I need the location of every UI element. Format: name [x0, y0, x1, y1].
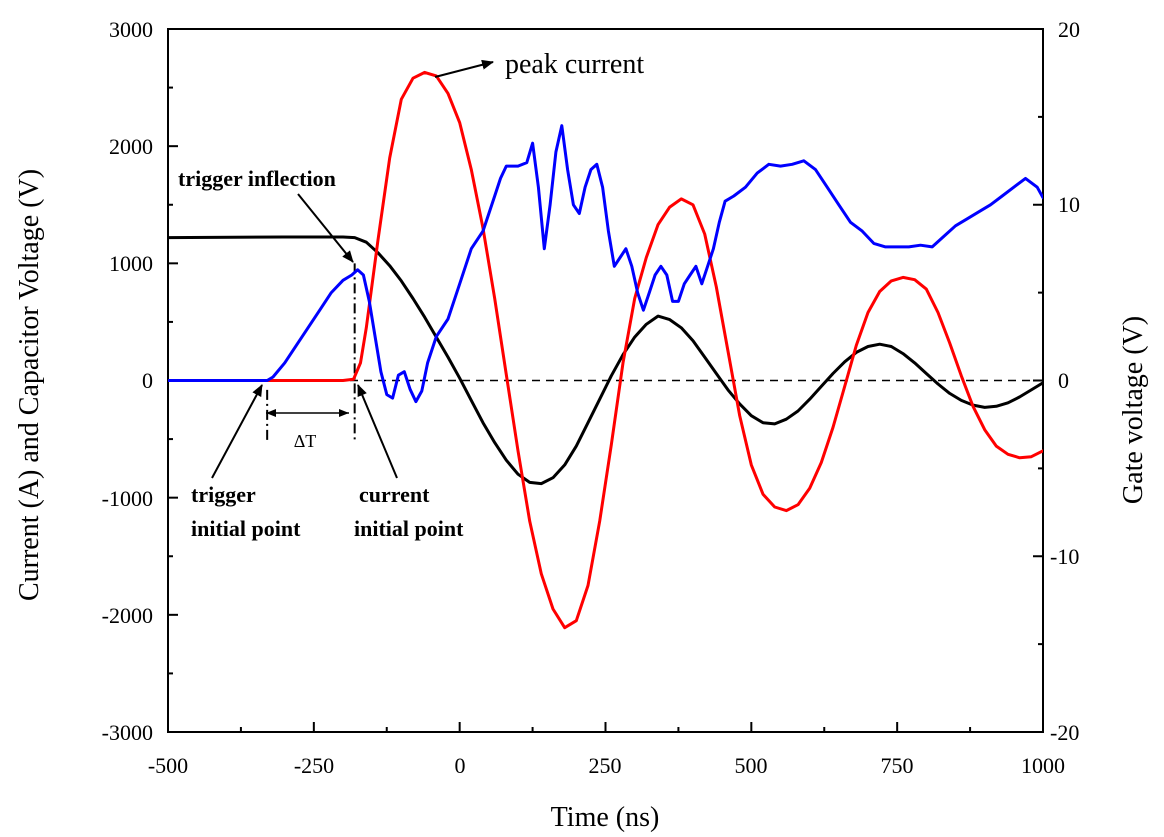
y-left-tick-label: 0	[142, 368, 153, 393]
x-axis-title: Time (ns)	[551, 802, 660, 833]
delta-t-label: ΔT	[294, 431, 317, 451]
x-tick-label: 250	[589, 753, 622, 778]
trigger-label-line2: initial point	[191, 516, 301, 541]
y-right-tick-labels: -20 -10 0 10 20	[1050, 17, 1080, 745]
x-tick-label: -500	[148, 753, 188, 778]
annotations: peak current trigger inflection trigger …	[178, 49, 644, 541]
y-left-tick-label: -2000	[102, 603, 153, 628]
y-left-tick-label: -3000	[102, 720, 153, 745]
y-left-tick-label: -1000	[102, 486, 153, 511]
peak-current-label: peak current	[505, 49, 644, 80]
current-line	[168, 70, 1043, 630]
y-left-tick-label: 3000	[109, 17, 153, 42]
trigger-initial-arrow	[211, 384, 263, 479]
x-tick-label: 0	[455, 753, 466, 778]
current-initial-arrow	[357, 384, 398, 479]
current-label-line2: initial point	[354, 516, 464, 541]
trigger-inflection-label: trigger inflection	[178, 166, 336, 191]
y-left-tick-label: 2000	[109, 134, 153, 159]
current-label-line1: current	[359, 482, 430, 507]
y-left-tick-label: 1000	[109, 251, 153, 276]
y-right-axis-title: Gate voltage (V)	[1118, 316, 1149, 504]
x-tick-label: 1000	[1021, 753, 1065, 778]
x-tick-label: 500	[735, 753, 768, 778]
trigger-inflection-arrow	[297, 193, 354, 263]
y-left-axis-title: Current (A) and Capacitor Voltage (V)	[14, 169, 45, 601]
y-right-tick-label: 20	[1058, 17, 1080, 42]
capacitor-voltage-line	[168, 235, 1043, 486]
gate-voltage-line	[168, 124, 1043, 404]
x-tick-label: 750	[881, 753, 914, 778]
x-tick-label: -250	[294, 753, 334, 778]
peak-current-arrow	[434, 59, 494, 78]
y-right-tick-label: 10	[1058, 192, 1080, 217]
trigger-label-line1: trigger	[191, 482, 256, 507]
series-group	[168, 70, 1043, 630]
y-right-tick-label: 0	[1058, 368, 1069, 393]
reference-lines	[168, 263, 1043, 442]
y-left-tick-labels: -3000 -2000 -1000 0 1000 2000 3000	[102, 17, 153, 745]
y-right-tick-label: -10	[1050, 544, 1079, 569]
x-tick-labels: -500 -250 0 250 500 750 1000	[148, 753, 1065, 778]
y-right-tick-label: -20	[1050, 720, 1079, 745]
